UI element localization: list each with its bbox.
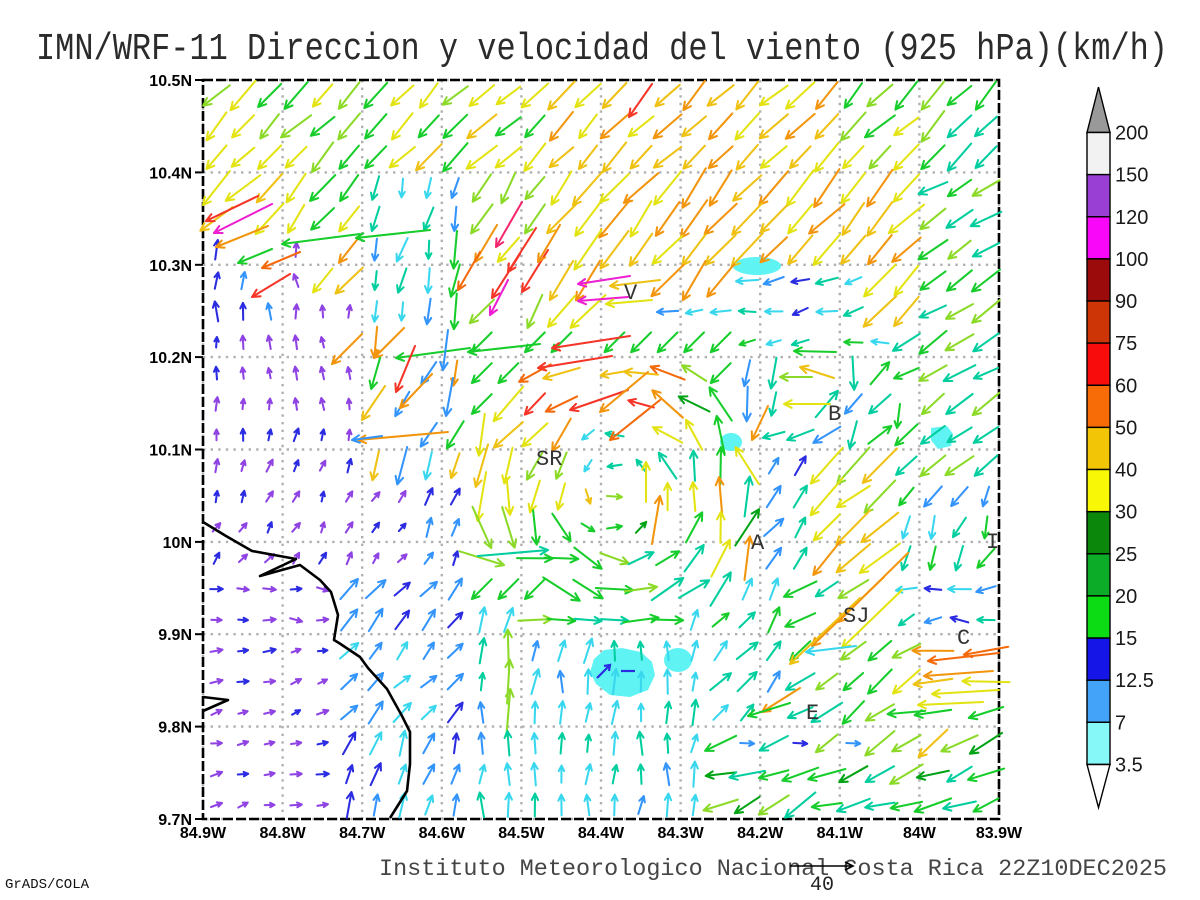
svg-text:84.7W: 84.7W (339, 825, 386, 842)
svg-text:15: 15 (1115, 628, 1137, 650)
svg-text:83.9W: 83.9W (976, 825, 1023, 842)
svg-text:C: C (957, 626, 970, 651)
svg-text:IMN/WRF-11 Direccion y velocid: IMN/WRF-11 Direccion y velocidad del vie… (36, 28, 1168, 71)
svg-text:SJ: SJ (843, 604, 869, 629)
svg-text:10.2N: 10.2N (149, 350, 192, 367)
svg-text:60: 60 (1115, 375, 1137, 397)
svg-text:E: E (806, 701, 819, 726)
svg-text:75: 75 (1115, 333, 1137, 355)
svg-text:40: 40 (1115, 460, 1137, 482)
svg-text:200: 200 (1115, 123, 1148, 145)
svg-text:10N: 10N (163, 535, 192, 552)
svg-text:50: 50 (1115, 417, 1137, 439)
svg-text:SR: SR (536, 447, 562, 472)
svg-text:84.8W: 84.8W (259, 825, 306, 842)
svg-text:84.6W: 84.6W (419, 825, 466, 842)
svg-text:A: A (751, 531, 765, 556)
svg-text:25: 25 (1115, 544, 1137, 566)
svg-text:9.7N: 9.7N (158, 812, 192, 829)
svg-text:V: V (624, 281, 638, 306)
svg-text:B: B (828, 402, 841, 427)
svg-text:84.1W: 84.1W (817, 825, 864, 842)
svg-text:120: 120 (1115, 207, 1148, 229)
svg-text:84.3W: 84.3W (657, 825, 704, 842)
svg-text:7: 7 (1115, 712, 1126, 734)
svg-text:3.5: 3.5 (1115, 755, 1143, 777)
svg-text:84.5W: 84.5W (498, 825, 545, 842)
svg-text:10.1N: 10.1N (149, 443, 192, 460)
svg-text:84.9W: 84.9W (180, 825, 227, 842)
svg-text:9.8N: 9.8N (158, 720, 192, 737)
svg-text:10.5N: 10.5N (149, 73, 192, 90)
svg-text:90: 90 (1115, 291, 1137, 313)
svg-text:20: 20 (1115, 586, 1137, 608)
svg-text:150: 150 (1115, 165, 1148, 187)
svg-text:100: 100 (1115, 249, 1148, 271)
svg-text:84.2W: 84.2W (737, 825, 784, 842)
svg-text:9.9N: 9.9N (158, 627, 192, 644)
svg-text:12.5: 12.5 (1115, 670, 1154, 692)
svg-text:40: 40 (810, 874, 834, 897)
svg-text:10.4N: 10.4N (149, 165, 192, 182)
svg-text:10.3N: 10.3N (149, 258, 192, 275)
svg-text:84.4W: 84.4W (578, 825, 625, 842)
svg-text:Instituto Meteorologico Nacion: Instituto Meteorologico Nacional Costa R… (379, 856, 1167, 882)
svg-text:I: I (986, 530, 999, 555)
svg-text:GrADS/COLA: GrADS/COLA (5, 877, 90, 893)
svg-text:84W: 84W (903, 825, 937, 842)
svg-text:30: 30 (1115, 502, 1137, 524)
